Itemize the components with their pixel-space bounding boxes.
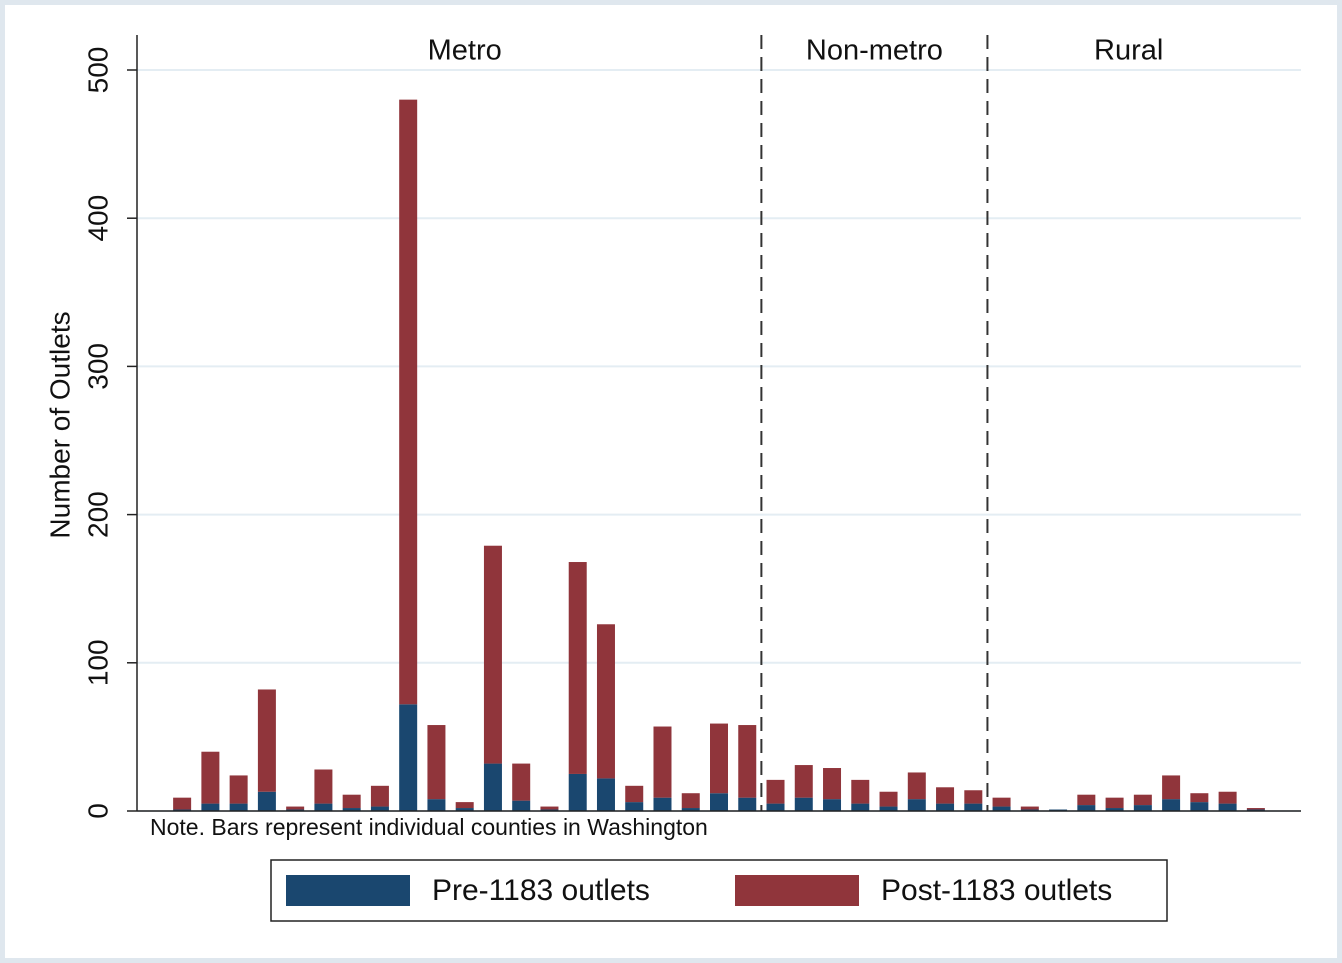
- plot-area: [137, 35, 1301, 811]
- bar-segment: [766, 779, 785, 804]
- bar-segment: [1105, 808, 1124, 811]
- bar-segment: [370, 785, 389, 807]
- bar-segment: [681, 793, 700, 809]
- bar-segment: [1218, 791, 1237, 804]
- bar-segment: [681, 808, 700, 811]
- bar-segment: [399, 99, 418, 705]
- bar-segment: [399, 704, 418, 811]
- bar-segment: [427, 799, 446, 811]
- bar-segment: [1133, 794, 1152, 806]
- y-tick-label: 400: [82, 195, 113, 242]
- bar-segment: [257, 791, 276, 811]
- y-axis-title: Number of Outlets: [44, 311, 75, 538]
- bar-segment: [653, 726, 672, 798]
- bar-segment: [1162, 775, 1181, 800]
- bar-segment: [1162, 799, 1181, 811]
- bar-segment: [1218, 803, 1237, 811]
- bar-segment: [540, 806, 559, 810]
- bar-segment: [766, 803, 785, 811]
- bar-segment: [596, 624, 615, 779]
- bar-segment: [794, 765, 813, 798]
- y-tick-label: 200: [82, 491, 113, 538]
- bar-segment: [596, 778, 615, 811]
- bar-segment: [936, 787, 955, 804]
- bar-segment: [1105, 797, 1124, 809]
- bar-segment: [964, 803, 983, 811]
- bar-segment: [229, 775, 248, 804]
- bar-segment: [710, 793, 728, 811]
- bar-segment: [738, 797, 757, 811]
- section-label: Rural: [1094, 35, 1163, 67]
- bar-segment: [710, 723, 728, 794]
- bar-segment: [1077, 805, 1096, 811]
- legend-label: Post-1183 outlets: [881, 874, 1112, 907]
- note: Note. Bars represent individual counties…: [150, 814, 708, 840]
- bar-segment: [823, 768, 842, 800]
- bar-segment: [483, 763, 502, 811]
- bar-segment: [1246, 808, 1265, 810]
- bar-segment: [201, 803, 220, 811]
- bar-segment: [370, 806, 389, 811]
- bar-segment: [738, 725, 757, 798]
- y-tick-label: 300: [82, 343, 113, 390]
- legend-label: Pre-1183 outlets: [432, 874, 650, 907]
- bar-segment: [936, 803, 955, 811]
- bar-segment: [823, 799, 842, 811]
- legend-swatch: [286, 875, 410, 906]
- bar-segment: [286, 806, 305, 810]
- bar-segment: [512, 763, 531, 801]
- bar-segment: [1190, 793, 1209, 803]
- bar-segment: [879, 806, 898, 811]
- bar-segment: [229, 803, 248, 811]
- bar-segment: [625, 802, 644, 811]
- legend-box: [270, 859, 1168, 922]
- bar-segment: [173, 797, 192, 810]
- bar-segment: [907, 799, 926, 811]
- bar-segment: [1077, 794, 1096, 806]
- bar-segment: [879, 791, 898, 807]
- y-tick-label: 0: [82, 803, 113, 819]
- bar-segment: [342, 794, 361, 809]
- section-label: Non-metro: [806, 35, 943, 67]
- legend-swatch: [735, 875, 859, 906]
- bar-segment: [851, 779, 870, 804]
- bar-segment: [314, 803, 333, 811]
- bar-segment: [964, 790, 983, 804]
- bar-segment: [992, 806, 1011, 811]
- bar-segment: [512, 800, 531, 811]
- bar-segment: [314, 769, 333, 804]
- bar-segment: [483, 545, 502, 764]
- bar-segment: [851, 803, 870, 811]
- bar-segment: [257, 689, 276, 792]
- bar-segment: [992, 797, 1011, 807]
- bar-segment: [568, 562, 587, 774]
- bar-segment: [625, 785, 644, 803]
- bar-segment: [1190, 802, 1209, 811]
- bar-segment: [653, 797, 672, 811]
- y-tick-label: 500: [82, 47, 113, 94]
- bar-segment: [455, 808, 474, 811]
- bar-segment: [342, 808, 361, 811]
- y-tick-label: 100: [82, 639, 113, 686]
- bar-segment: [794, 797, 813, 811]
- section-label: Metro: [428, 35, 502, 67]
- bar-segment: [427, 725, 446, 800]
- bar-segment: [1133, 805, 1152, 811]
- bar-segment: [201, 751, 220, 804]
- bar-segment: [455, 802, 474, 809]
- bar-segment: [907, 772, 926, 800]
- bar-segment: [1020, 806, 1039, 810]
- bar-segment: [568, 773, 587, 811]
